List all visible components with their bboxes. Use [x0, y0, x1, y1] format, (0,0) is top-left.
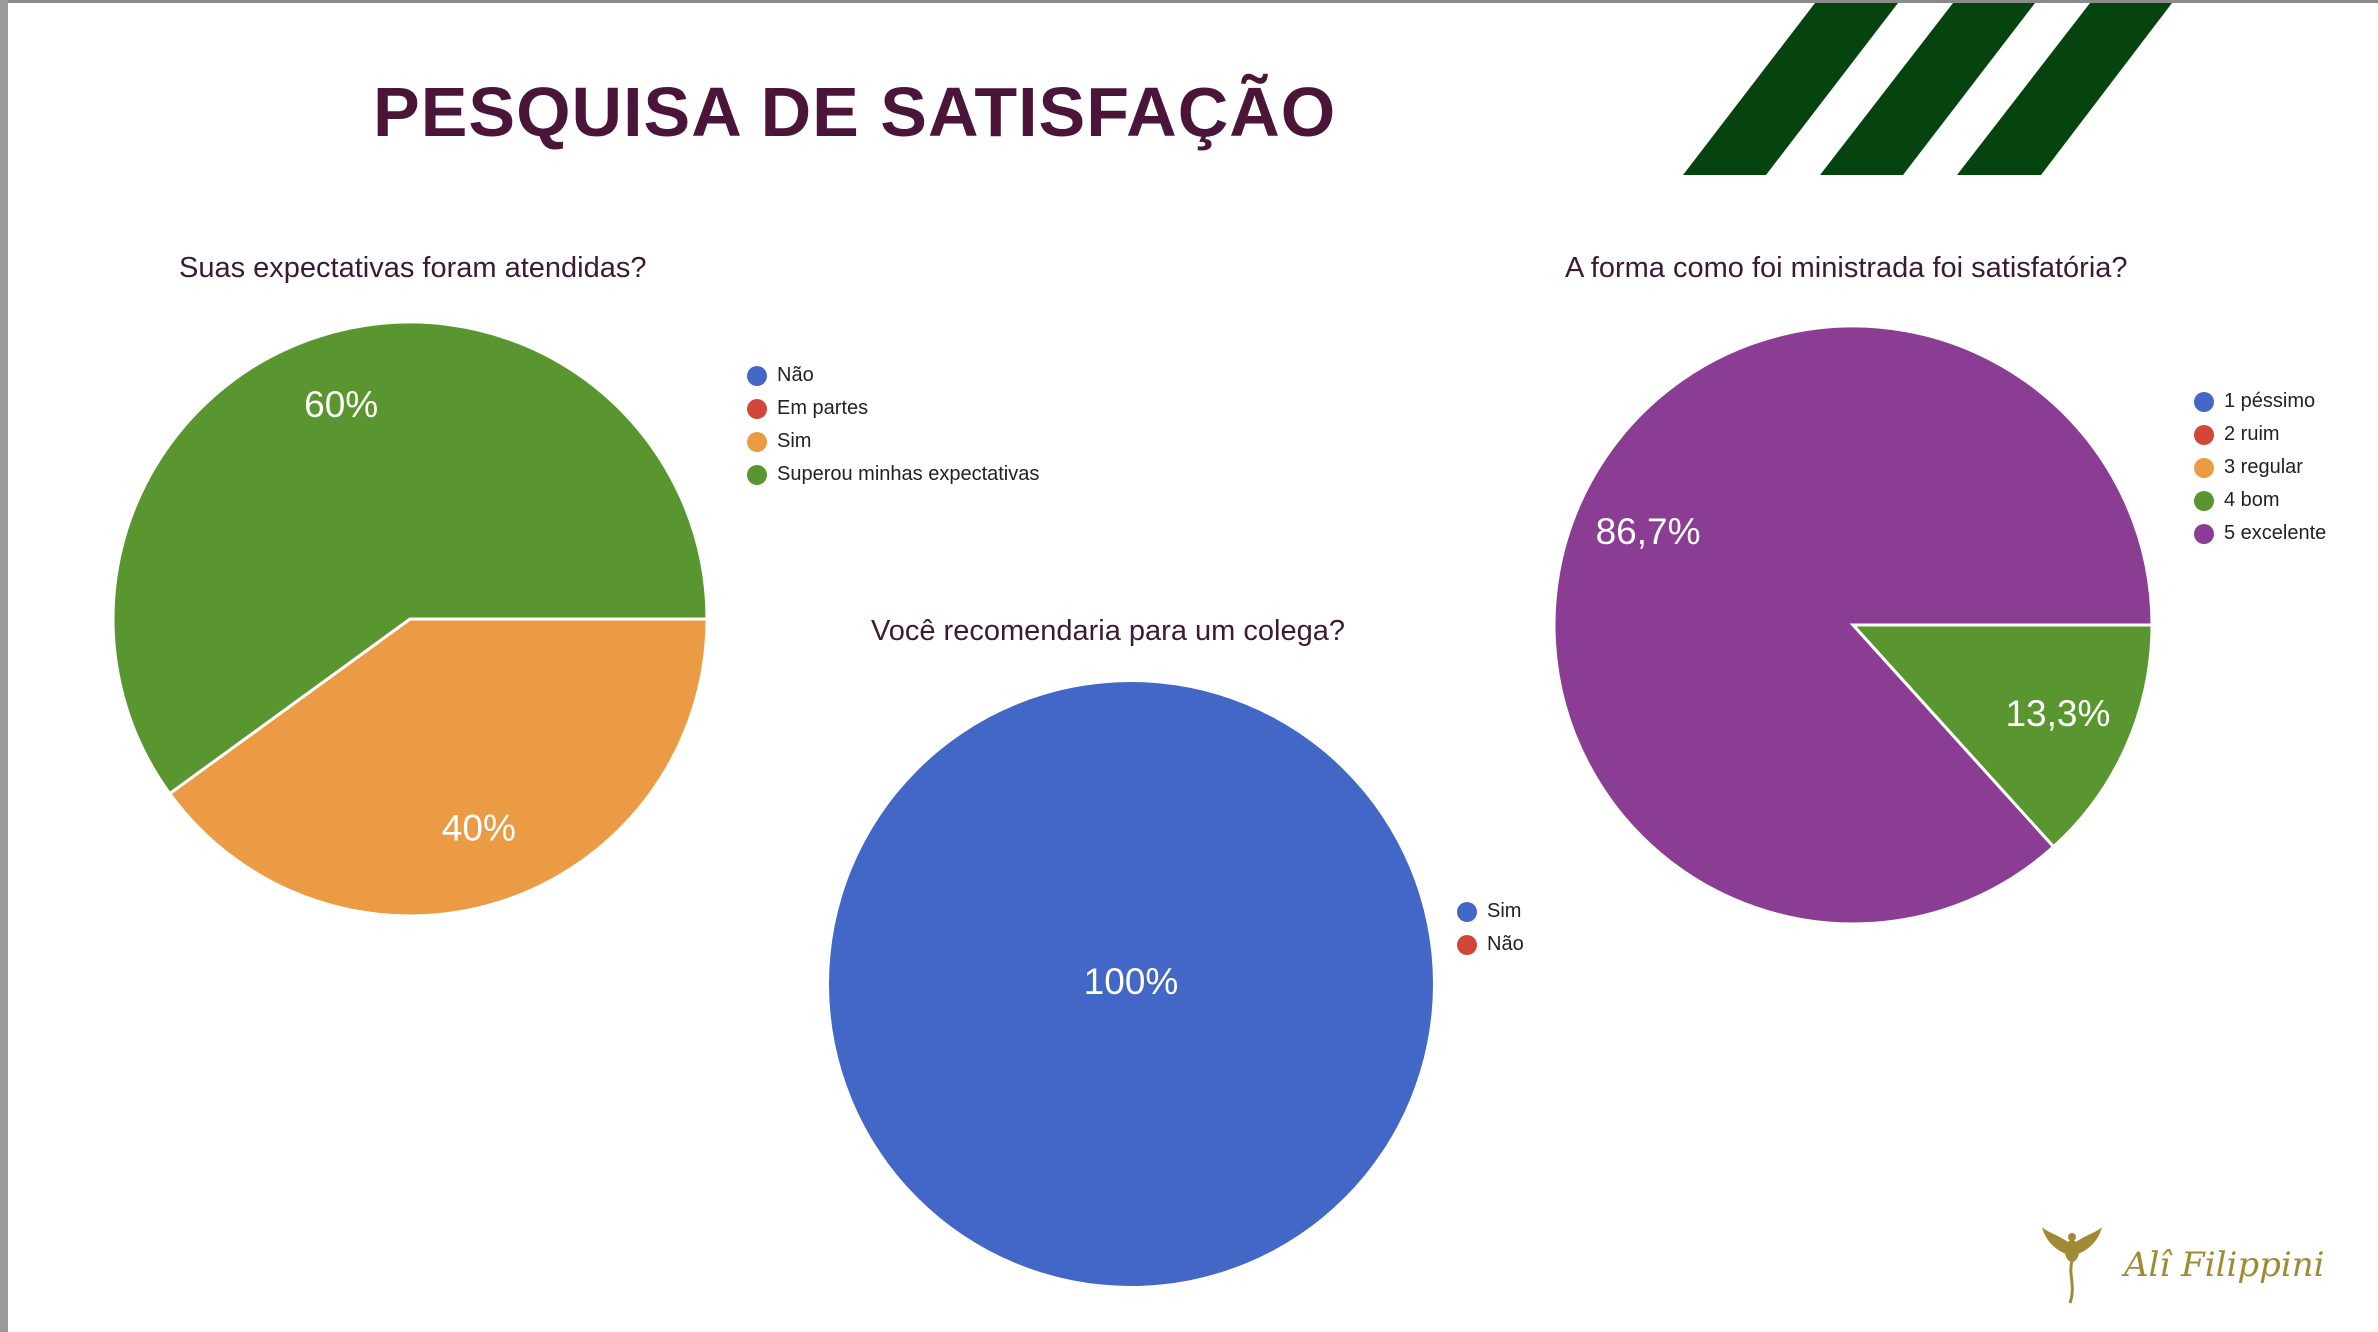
stripe — [1957, 3, 2172, 175]
legend-label: Sim — [777, 430, 812, 452]
legend-label: 4 bom — [2224, 489, 2280, 511]
legend-recommend: Sim Não — [1457, 895, 1524, 961]
chart-title-expectations: Suas expectativas foram atendidas? — [179, 252, 647, 284]
legend-item: Em partes — [747, 392, 1039, 425]
brand-logo: Alî Filippini — [2040, 1225, 2325, 1305]
stripe — [1683, 3, 1898, 175]
legend-dot-icon — [2194, 391, 2214, 412]
legend-dot-icon — [747, 431, 767, 452]
legend-dot-icon — [2194, 457, 2214, 478]
legend-label: Superou minhas expectativas — [777, 463, 1040, 485]
slice-data-label: 100% — [1084, 961, 1179, 1002]
pie-chart-delivery: 13,3% 86,7% — [1552, 324, 2154, 926]
legend-delivery: 1 péssimo 2 ruim 3 regular 4 bom 5 excelente — [2194, 385, 2326, 550]
chart-title-recommend: Você recomendaria para um colega? — [871, 615, 1345, 647]
legend-label: Em partes — [777, 397, 869, 419]
top-border — [0, 0, 2378, 3]
pie-slice-superou-minhas-expectativas — [111, 320, 709, 796]
legend-label: 3 regular — [2224, 456, 2303, 478]
slice-data-label: 86,7% — [1596, 511, 1701, 552]
legend-item: 1 péssimo — [2194, 385, 2326, 418]
legend-dot-icon — [2194, 523, 2214, 544]
left-border — [0, 0, 8, 1332]
legend-dot-icon — [747, 365, 767, 386]
legend-dot-icon — [2194, 490, 2214, 511]
legend-label: 5 excelente — [2224, 522, 2327, 544]
legend-label: Não — [777, 364, 814, 386]
legend-dot-icon — [1457, 901, 1477, 922]
legend-label: 2 ruim — [2224, 423, 2280, 445]
legend-dot-icon — [2194, 424, 2214, 445]
pie-chart-expectations: 40% 60% — [111, 320, 709, 918]
slice-data-label: 60% — [304, 384, 378, 425]
legend-item: Não — [747, 359, 1039, 392]
chart-title-delivery: A forma como foi ministrada foi satisfat… — [1565, 252, 2128, 284]
phoenix-icon — [2042, 1227, 2102, 1304]
legend-dot-icon — [747, 398, 767, 419]
pie-slice-4-bom — [1849, 623, 2154, 849]
slice-data-label: 13,3% — [2005, 693, 2110, 734]
legend-dot-icon — [747, 464, 767, 485]
legend-item: Sim — [747, 425, 1039, 458]
stripe — [1820, 3, 2035, 175]
pie-slice-sim — [167, 617, 709, 918]
legend-item: Superou minhas expectativas — [747, 458, 1039, 491]
page-title: PESQUISA DE SATISFAÇÃO — [373, 73, 1337, 151]
slice-data-label: 40% — [442, 808, 516, 849]
decorative-stripes — [1683, 3, 2172, 175]
pie-slice-5-excelente — [1552, 324, 2154, 926]
legend-item: 2 ruim — [2194, 418, 2326, 451]
legend-label: 1 péssimo — [2224, 390, 2316, 412]
legend-item: 5 excelente — [2194, 517, 2326, 550]
legend-label: Sim — [1487, 900, 1522, 922]
legend-item: 4 bom — [2194, 484, 2326, 517]
legend-expectations: Não Em partes Sim Superou minhas expectativ… — [747, 359, 1039, 491]
legend-item: Não — [1457, 928, 1524, 961]
legend-label: Não — [1487, 933, 1524, 955]
legend-dot-icon — [1457, 934, 1477, 955]
legend-item: 3 regular — [2194, 451, 2326, 484]
pie-slice-sim — [829, 682, 1433, 1286]
legend-item: Sim — [1457, 895, 1524, 928]
brand-logo-text: Alî Filippini — [2124, 1245, 2325, 1285]
pie-chart-recommend: 100% — [829, 682, 1433, 1286]
